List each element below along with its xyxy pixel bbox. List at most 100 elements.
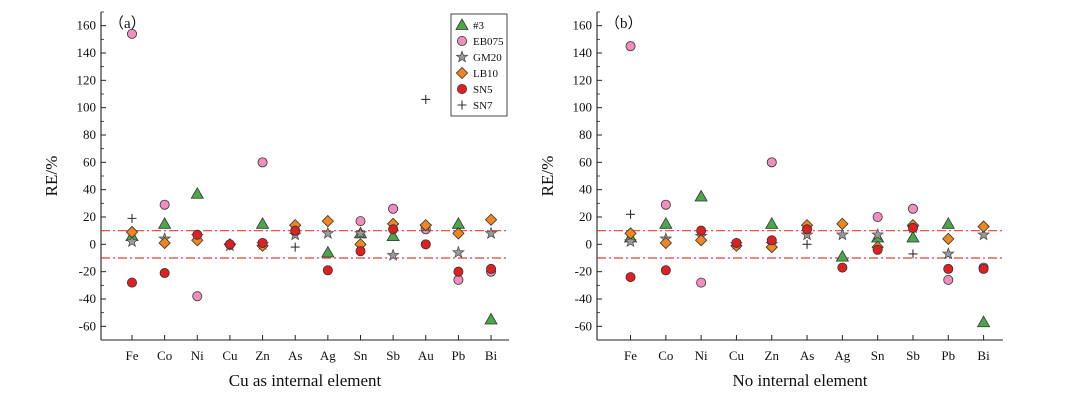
panel-b-xtick-label-ni: Ni [695,348,708,363]
panel-b-point-3-zn [765,217,779,229]
panel-b-point-3-bi [976,315,991,328]
panel-a-point-eb075-sb [388,203,399,214]
panel-a-point-lb10-fe [125,225,139,239]
panel-a-point-sn5-fe [127,277,138,288]
panel-a-xtick-label-ni: Ni [191,348,204,363]
panel-b-point-lb10-ni [694,234,708,247]
panel-b-ytick-label: 20 [579,209,592,224]
panel-b-ytick-label: 60 [579,154,592,169]
panel-a-point-gm20-sn [354,226,367,239]
panel-a-xtick-label-sb: Sb [386,348,400,363]
panel-a-ytick-label: 20 [83,209,96,224]
panel-a-xtick-label-sn: Sn [354,348,368,363]
panel-a-point-sn5-cu [224,239,235,250]
panel-a-legend-marker-eb075 [456,36,467,47]
panel-a-point-eb075-fe [127,28,138,39]
panel-b-ytick-label: 140 [573,45,593,60]
panel-a-point-gm20-pb [451,245,465,259]
panel-b-point-sn7-fe [626,209,636,219]
panel-b-point-3-ag [835,249,850,262]
panel-a-point-sn5-au [420,239,431,250]
panel-a-point-sn7-as [290,242,300,252]
panel-a-point-3-ag [321,245,335,258]
panel-b-point-lb10-bi [977,220,990,233]
panel-a-point-lb10-au [419,219,432,232]
panel-b-point-gm20-fe [623,234,638,248]
panel-a-series-sn7 [127,94,431,252]
panel-b-series-eb075 [625,41,989,288]
panel-a-xtick-label-au: Au [418,348,434,363]
panel-b-point-sn5-co [660,265,671,276]
panel-b-point-sn7-as [802,239,812,249]
panel-b-point-3-co [659,217,673,229]
panel-a-point-sn7-fe [127,213,137,223]
panel-b-ytick-label: 0 [586,236,593,251]
panel-a-xtick-label-co: Co [157,348,172,363]
panel-a-series-gm20 [125,219,498,261]
panel-b-point-3-ni [694,189,708,202]
panel-a-point-3-bi [484,312,498,325]
panel-a-ytick-label: 100 [77,100,97,115]
panel-a-point-3-sb [386,229,400,242]
panel-b-xtick-label-cu: Cu [729,348,745,363]
panel-a-ytick-label: 0 [90,236,97,251]
panel-a-xtick-label-bi: Bi [485,348,498,363]
panel-b-xtick-label-ag: Ag [834,348,850,363]
panel-b-point-3-sb [906,230,920,243]
panel-a-legend-marker-sn5 [456,84,467,95]
panel-a-legend: #3 EB075 GM20 LB10 SN5 SN7 [450,13,508,117]
panel-a-point-sn5-zn [257,237,268,248]
panel-a-y-axis-title: RE/% [42,156,61,197]
panel-a-legend-label-lb10: LB10 [473,68,499,80]
panel-a-legend-marker-lb10 [455,66,469,80]
panel-b-point-lb10-pb [942,232,955,246]
panel-a-legend-label-sn5: SN5 [473,84,493,96]
panel-a-xtick-label-zn: Zn [255,348,270,363]
panel-a-series-eb075 [127,28,497,302]
panel-a-ytick-label: 140 [77,45,97,60]
panel-a-point-sn5-pb [453,266,464,277]
panel-a-point-sn5-ag [322,265,333,276]
panel-a-point-gm20-sb [386,248,400,261]
panel-a-point-lb10-ag [321,214,335,228]
panel-a-ytick-label: 60 [83,154,96,169]
panel-b-point-sn5-zn [766,235,777,246]
panel-b-series-sn7 [626,209,918,259]
panel-b-point-eb075-pb [943,274,954,285]
panel-a-point-sn5-sb [388,224,399,235]
panel-b-point-eb075-zn [766,157,777,168]
panel-a-ytick-label: -20 [79,264,96,279]
panel-b-point-sn5-ni [696,225,707,236]
panel-b-ytick-label: 120 [573,72,593,87]
panel-a-point-sn5-sn [355,246,366,257]
panel-b-xtick-label-as: As [800,348,814,363]
panel-b-xtick-label-bi: Bi [977,348,990,363]
panel-b-y-axis-title: RE/% [538,156,557,197]
panel-a-point-gm20-ag [321,226,335,239]
panel-b-point-eb075-fe [625,41,636,52]
panel-a-point-lb10-bi [484,213,498,226]
panel-b-series-sn5 [625,222,989,283]
panel-b-ytick-label: 40 [579,182,592,197]
panel-a-x-axis-title: Cu as internal element [229,371,382,390]
panel-a-legend-marker-3 [455,18,469,30]
panel-a-legend-marker-sn7 [457,100,467,110]
panel-b-point-gm20-pb [941,247,955,260]
panel-a-point-eb075-sn [355,216,366,227]
panel-b-point-sn5-ag [837,262,848,273]
panel-a-point-gm20-bi [484,226,498,239]
panel-b-ytick-label: -40 [575,291,592,306]
panel-b-xtick-label-pb: Pb [941,348,955,363]
panel-a-point-eb075-zn [257,157,268,168]
panel-a-point-sn5-co [159,268,170,279]
panel-a-xtick-label-pb: Pb [452,348,466,363]
panel-a-point-sn5-bi [486,263,497,274]
panel-b-ytick-label: 100 [573,100,593,115]
panel-a-series-sn5 [127,224,497,288]
panel-b-ytick-label: -60 [575,318,592,333]
panel-b-ytick-label: 160 [573,18,593,33]
panel-a-point-3-co [157,217,172,229]
panel-b-point-sn5-sb [907,222,918,233]
panel-a-ytick-label: -40 [79,291,96,306]
panel-b-ytick-label: -20 [575,264,592,279]
